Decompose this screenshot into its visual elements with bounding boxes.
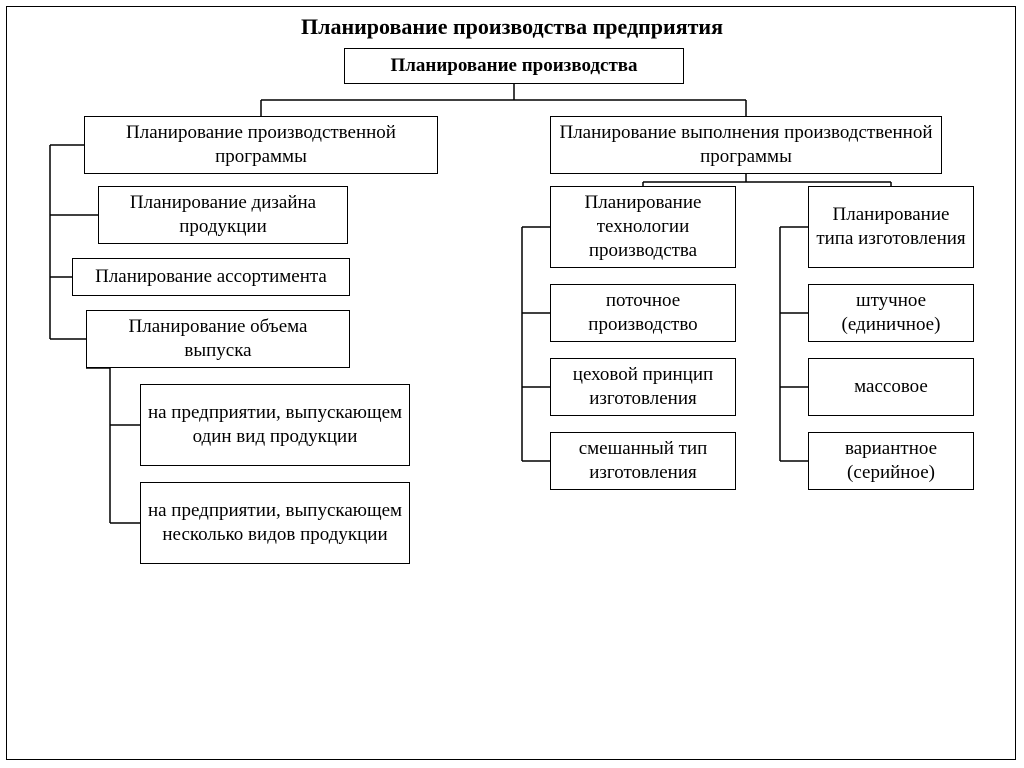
- node-label: Планирование производственной программы: [91, 121, 431, 169]
- node-r1: Планирование технологии производства: [550, 186, 736, 268]
- node-left-head: Планирование производственной программы: [84, 116, 438, 174]
- node-label: Планирование технологии производства: [557, 191, 729, 262]
- node-label: Планирование ассортимента: [95, 265, 327, 289]
- page-title: Планирование производства предприятия: [0, 14, 1024, 40]
- node-label: на предприятии, выпускающем один вид про…: [147, 401, 403, 449]
- node-l1: Планирование дизайна продукции: [98, 186, 348, 244]
- node-l2: Планирование ассортимента: [72, 258, 350, 296]
- node-label: Планирование объема выпуска: [93, 315, 343, 363]
- node-label: штучное (единичное): [815, 289, 967, 337]
- node-label: цеховой принцип изготовления: [557, 363, 729, 411]
- node-r2: Планирование типа изготовления: [808, 186, 974, 268]
- node-r2c: вариантное (серийное): [808, 432, 974, 490]
- node-l3: Планирование объема выпуска: [86, 310, 350, 368]
- node-r1a: поточное производство: [550, 284, 736, 342]
- node-r1c: смешанный тип изготовления: [550, 432, 736, 490]
- node-root: Планирование производства: [344, 48, 684, 84]
- node-label: поточное производство: [557, 289, 729, 337]
- node-label: массовое: [854, 375, 928, 399]
- node-label: Планирование дизайна продукции: [105, 191, 341, 239]
- node-r2b: массовое: [808, 358, 974, 416]
- node-label: смешанный тип изготовления: [557, 437, 729, 485]
- node-l3b: на предприятии, выпускающем несколько ви…: [140, 482, 410, 564]
- node-l3a: на предприятии, выпускающем один вид про…: [140, 384, 410, 466]
- node-r1b: цеховой принцип изготовления: [550, 358, 736, 416]
- node-right-head: Планирование выполнения производственной…: [550, 116, 942, 174]
- node-label: Планирование типа изготовления: [815, 203, 967, 251]
- node-label: вариантное (серийное): [815, 437, 967, 485]
- node-label: Планирование производства: [390, 54, 637, 78]
- node-label: Планирование выполнения производственной…: [557, 121, 935, 169]
- node-r2a: штучное (единичное): [808, 284, 974, 342]
- node-label: на предприятии, выпускающем несколько ви…: [147, 499, 403, 547]
